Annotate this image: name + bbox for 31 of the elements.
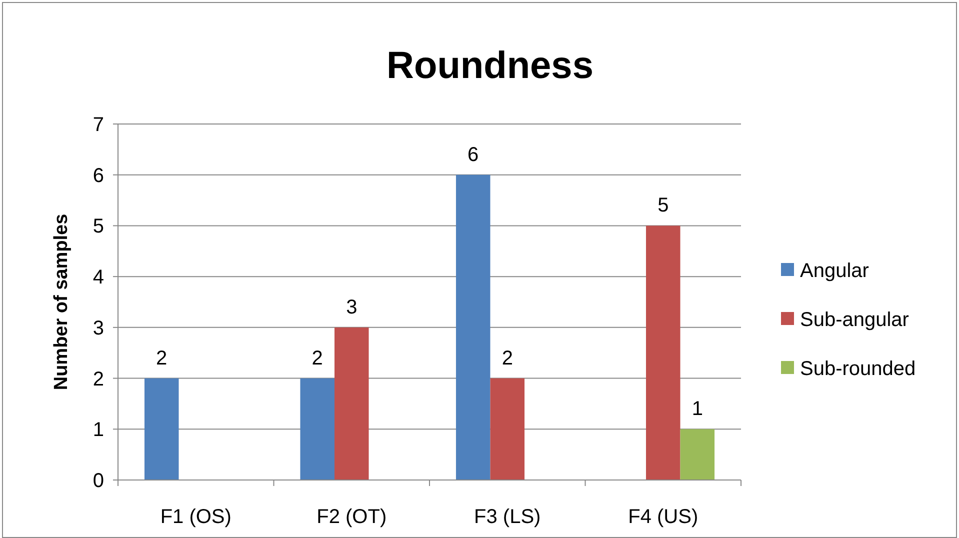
y-tick-label: 4: [92, 266, 104, 289]
x-tick-label: F1 (OS): [160, 506, 232, 528]
data-label: 3: [346, 296, 358, 318]
data-label: 5: [658, 194, 669, 217]
legend-label: Sub-angular: [800, 309, 910, 331]
legend-label: Sub-rounded: [800, 358, 916, 380]
data-label: 2: [312, 347, 323, 370]
bar: [144, 378, 179, 480]
y-tick-label: 5: [92, 216, 104, 238]
bar: [456, 174, 490, 480]
data-label: 2: [156, 347, 168, 370]
y-tick-label: 1: [92, 419, 104, 442]
y-axis-title: Number of samples: [51, 214, 72, 390]
bar: [334, 327, 369, 480]
bar: [680, 429, 715, 480]
data-label: 1: [692, 398, 703, 420]
data-label: 6: [468, 144, 479, 166]
bar: [646, 226, 680, 480]
x-tick-label: F2 (OT): [316, 506, 387, 528]
bar: [490, 378, 525, 480]
y-tick-label: 2: [92, 368, 104, 390]
bar: [300, 378, 334, 480]
x-tick-label: F3 (LS): [474, 506, 541, 528]
y-tick-label: 6: [92, 164, 104, 187]
x-tick-label: F4 (US): [628, 506, 698, 528]
data-label: 2: [502, 347, 513, 370]
legend-label: Angular: [800, 260, 870, 282]
y-tick-label: 7: [92, 114, 104, 136]
y-tick-label: 0: [92, 470, 104, 492]
y-tick-label: 3: [92, 317, 104, 340]
chart-title: Roundness: [386, 45, 594, 87]
